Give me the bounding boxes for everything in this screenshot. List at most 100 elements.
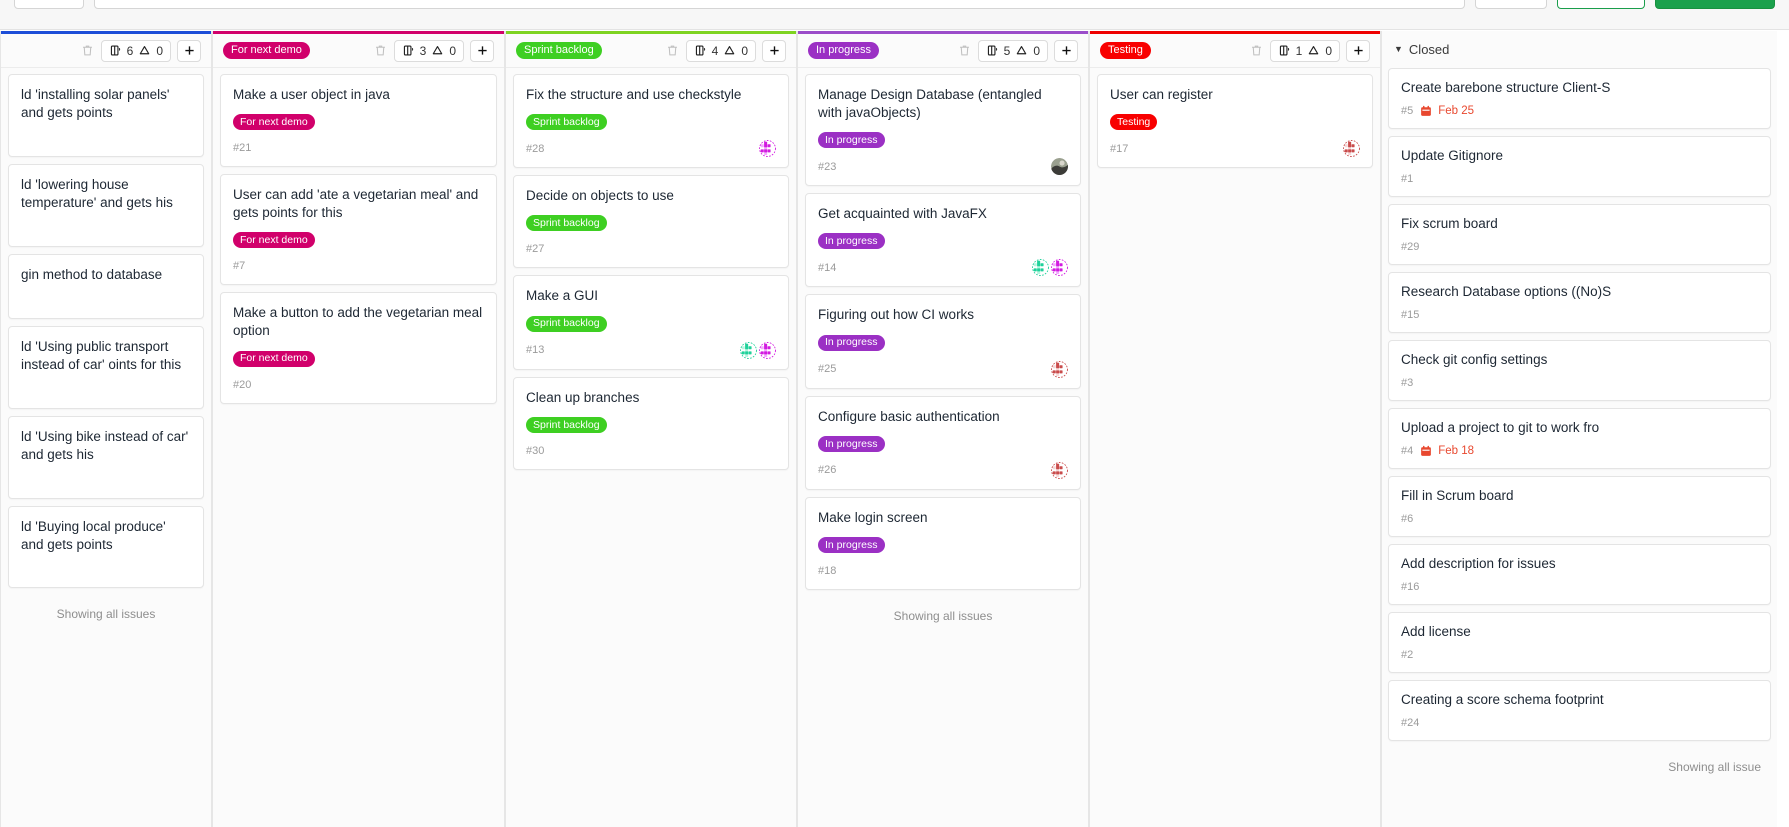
issue-card-title: Fill in Scrum board bbox=[1401, 487, 1514, 503]
issue-card-footer bbox=[21, 472, 191, 488]
issue-card-label-chip[interactable]: For next demo bbox=[233, 232, 315, 249]
column-header: Testing 1 0 bbox=[1090, 34, 1380, 68]
closed-issue-card[interactable]: Fix scrum board #29 bbox=[1388, 203, 1771, 265]
closed-issue-card[interactable]: Upload a project to git to work fro #4 Feb… bbox=[1388, 407, 1771, 469]
avatar[interactable] bbox=[740, 341, 757, 359]
closed-issue-card[interactable]: Check git config settings #3 bbox=[1388, 339, 1771, 401]
issue-count-value: 1 bbox=[1295, 43, 1303, 58]
column-header: For next demo 3 0 bbox=[213, 34, 504, 68]
calendar-icon bbox=[1420, 105, 1432, 117]
issue-card-footer: #13 bbox=[526, 341, 776, 359]
issue-card-label-chip[interactable]: In progress bbox=[818, 132, 885, 149]
due-date-text: Feb 25 bbox=[1438, 104, 1475, 117]
trash-icon[interactable] bbox=[373, 43, 388, 58]
add-issue-button[interactable] bbox=[1054, 39, 1078, 62]
issue-card[interactable]: ld 'Using public transport instead of ca… bbox=[8, 325, 204, 409]
issue-card[interactable]: ld 'Using bike instead of car' and gets … bbox=[8, 415, 204, 499]
closed-column-header[interactable]: ▼ Closed bbox=[1382, 31, 1777, 68]
trash-icon[interactable] bbox=[80, 43, 95, 58]
trash-icon[interactable] bbox=[665, 43, 680, 58]
issue-number: #16 bbox=[1401, 580, 1420, 593]
add-issue-button[interactable] bbox=[470, 39, 494, 62]
issue-card-title: Research Database options ((No)S bbox=[1401, 283, 1612, 299]
issue-card[interactable]: Make login screen In progress #18 bbox=[805, 496, 1081, 590]
secondary-action-button[interactable] bbox=[1557, 0, 1645, 9]
avatar[interactable] bbox=[1343, 140, 1360, 158]
issue-card-label-chip[interactable]: In progress bbox=[818, 233, 885, 250]
issue-card[interactable]: ld 'lowering house temperature' and gets… bbox=[8, 163, 204, 247]
issue-card-label-chip[interactable]: For next demo bbox=[233, 114, 315, 131]
issue-card[interactable]: Configure basic authentication In progres… bbox=[805, 395, 1081, 490]
issue-card[interactable]: gin method to database bbox=[8, 253, 204, 319]
issue-card-footer: #5 Feb 25 bbox=[1401, 103, 1758, 119]
filter-select[interactable] bbox=[14, 0, 84, 9]
kanban-board: 6 0 ld 'installing solar panels' and gets … bbox=[0, 31, 1789, 827]
due-date: Feb 25 bbox=[1420, 105, 1474, 117]
closed-issue-card[interactable]: Research Database options ((No)S #15 bbox=[1388, 271, 1771, 333]
issue-card-title: Add description for issues bbox=[1401, 555, 1556, 571]
add-issue-button[interactable] bbox=[177, 39, 201, 62]
issue-card[interactable]: ld 'installing solar panels' and gets po… bbox=[8, 74, 204, 157]
closed-issue-card[interactable]: Create barebone structure Client-S #5 Feb … bbox=[1388, 68, 1771, 129]
avatar[interactable] bbox=[1032, 259, 1049, 277]
issue-card-label-chip[interactable]: Sprint backlog bbox=[526, 416, 607, 433]
column-label-chip[interactable]: For next demo bbox=[223, 42, 310, 59]
issue-card-footer bbox=[21, 220, 191, 236]
issue-card[interactable]: Figuring out how CI works In progress #25 bbox=[805, 294, 1081, 389]
avatar[interactable] bbox=[759, 140, 776, 158]
issue-count-value: 4 bbox=[711, 43, 719, 58]
issue-card-footer: #27 bbox=[526, 241, 776, 257]
issue-card[interactable]: Clean up branches Sprint backlog #30 bbox=[513, 376, 789, 470]
assignee-avatars bbox=[1343, 140, 1360, 158]
toolbar-small-button[interactable] bbox=[1475, 0, 1547, 9]
avatar[interactable] bbox=[1051, 360, 1068, 378]
closed-issue-card[interactable]: Update Gitignore #1 bbox=[1388, 135, 1771, 197]
avatar[interactable] bbox=[759, 341, 776, 359]
issue-card-label-chip[interactable]: For next demo bbox=[233, 350, 315, 367]
issue-card[interactable]: Manage Design Database (entangled with j… bbox=[805, 74, 1081, 187]
issue-card[interactable]: User can register Testing #17 bbox=[1097, 74, 1373, 169]
issue-card[interactable]: Make a button to add the vegetarian meal… bbox=[220, 292, 497, 404]
closed-issue-card[interactable]: Creating a score schema footprint #24 bbox=[1388, 679, 1771, 741]
issue-number: #1 bbox=[1401, 172, 1414, 185]
issue-card-footer: #3 bbox=[1401, 375, 1758, 391]
issue-card-label-chip[interactable]: In progress bbox=[818, 334, 885, 351]
closed-issue-card[interactable]: Add license #2 bbox=[1388, 611, 1771, 673]
issue-count-icon bbox=[402, 44, 415, 57]
column-label-chip[interactable]: Sprint backlog bbox=[516, 42, 602, 59]
avatar[interactable] bbox=[1051, 158, 1068, 176]
issue-card-footer: #14 bbox=[818, 259, 1068, 277]
trash-icon[interactable] bbox=[957, 43, 972, 58]
issue-card[interactable]: User can add 'ate a vegetarian meal' and… bbox=[220, 174, 497, 286]
issue-card[interactable]: Make a GUI Sprint backlog #13 bbox=[513, 275, 789, 370]
issue-card-label-chip[interactable]: Sprint backlog bbox=[526, 315, 607, 332]
issue-card[interactable]: Decide on objects to use Sprint backlog #2… bbox=[513, 175, 789, 269]
closed-issue-card[interactable]: Add description for issues #16 bbox=[1388, 543, 1771, 605]
warning-count-value: 0 bbox=[449, 43, 456, 58]
trash-icon[interactable] bbox=[1249, 43, 1264, 58]
issue-card-label-chip[interactable]: Sprint backlog bbox=[526, 215, 607, 232]
issue-number: #15 bbox=[1401, 308, 1420, 321]
column-accent-bar bbox=[1090, 31, 1380, 34]
issue-card-title: User can add 'ate a vegetarian meal' and… bbox=[233, 187, 479, 221]
issue-card-label-chip[interactable]: In progress bbox=[818, 435, 885, 452]
avatar[interactable] bbox=[1051, 259, 1068, 277]
column-label-chip[interactable]: Testing bbox=[1100, 42, 1151, 59]
issue-card[interactable]: ld 'Buying local produce' and gets point… bbox=[8, 505, 204, 589]
search-input[interactable]: Search or filter results... bbox=[94, 0, 1465, 9]
caret-down-icon[interactable]: ▼ bbox=[1394, 44, 1403, 54]
issue-card-label-chip[interactable]: Sprint backlog bbox=[526, 114, 607, 131]
issue-card[interactable]: Get acquainted with JavaFX In progress #14 bbox=[805, 193, 1081, 288]
issue-card-label-chip[interactable]: Testing bbox=[1110, 114, 1158, 131]
column-label-chip[interactable]: In progress bbox=[808, 42, 880, 59]
primary-action-button[interactable] bbox=[1655, 0, 1775, 9]
closed-issue-card[interactable]: Fill in Scrum board #6 bbox=[1388, 475, 1771, 537]
add-issue-button[interactable] bbox=[762, 39, 786, 62]
add-issue-button[interactable] bbox=[1346, 39, 1370, 62]
issue-card-label-chip[interactable]: In progress bbox=[818, 536, 885, 553]
column-accent-bar bbox=[798, 31, 1088, 34]
issue-number: #26 bbox=[818, 464, 837, 477]
issue-card[interactable]: Make a user object in java For next demo #… bbox=[220, 74, 497, 168]
avatar[interactable] bbox=[1051, 461, 1068, 479]
issue-card[interactable]: Fix the structure and use checkstyle Spri… bbox=[513, 74, 789, 169]
